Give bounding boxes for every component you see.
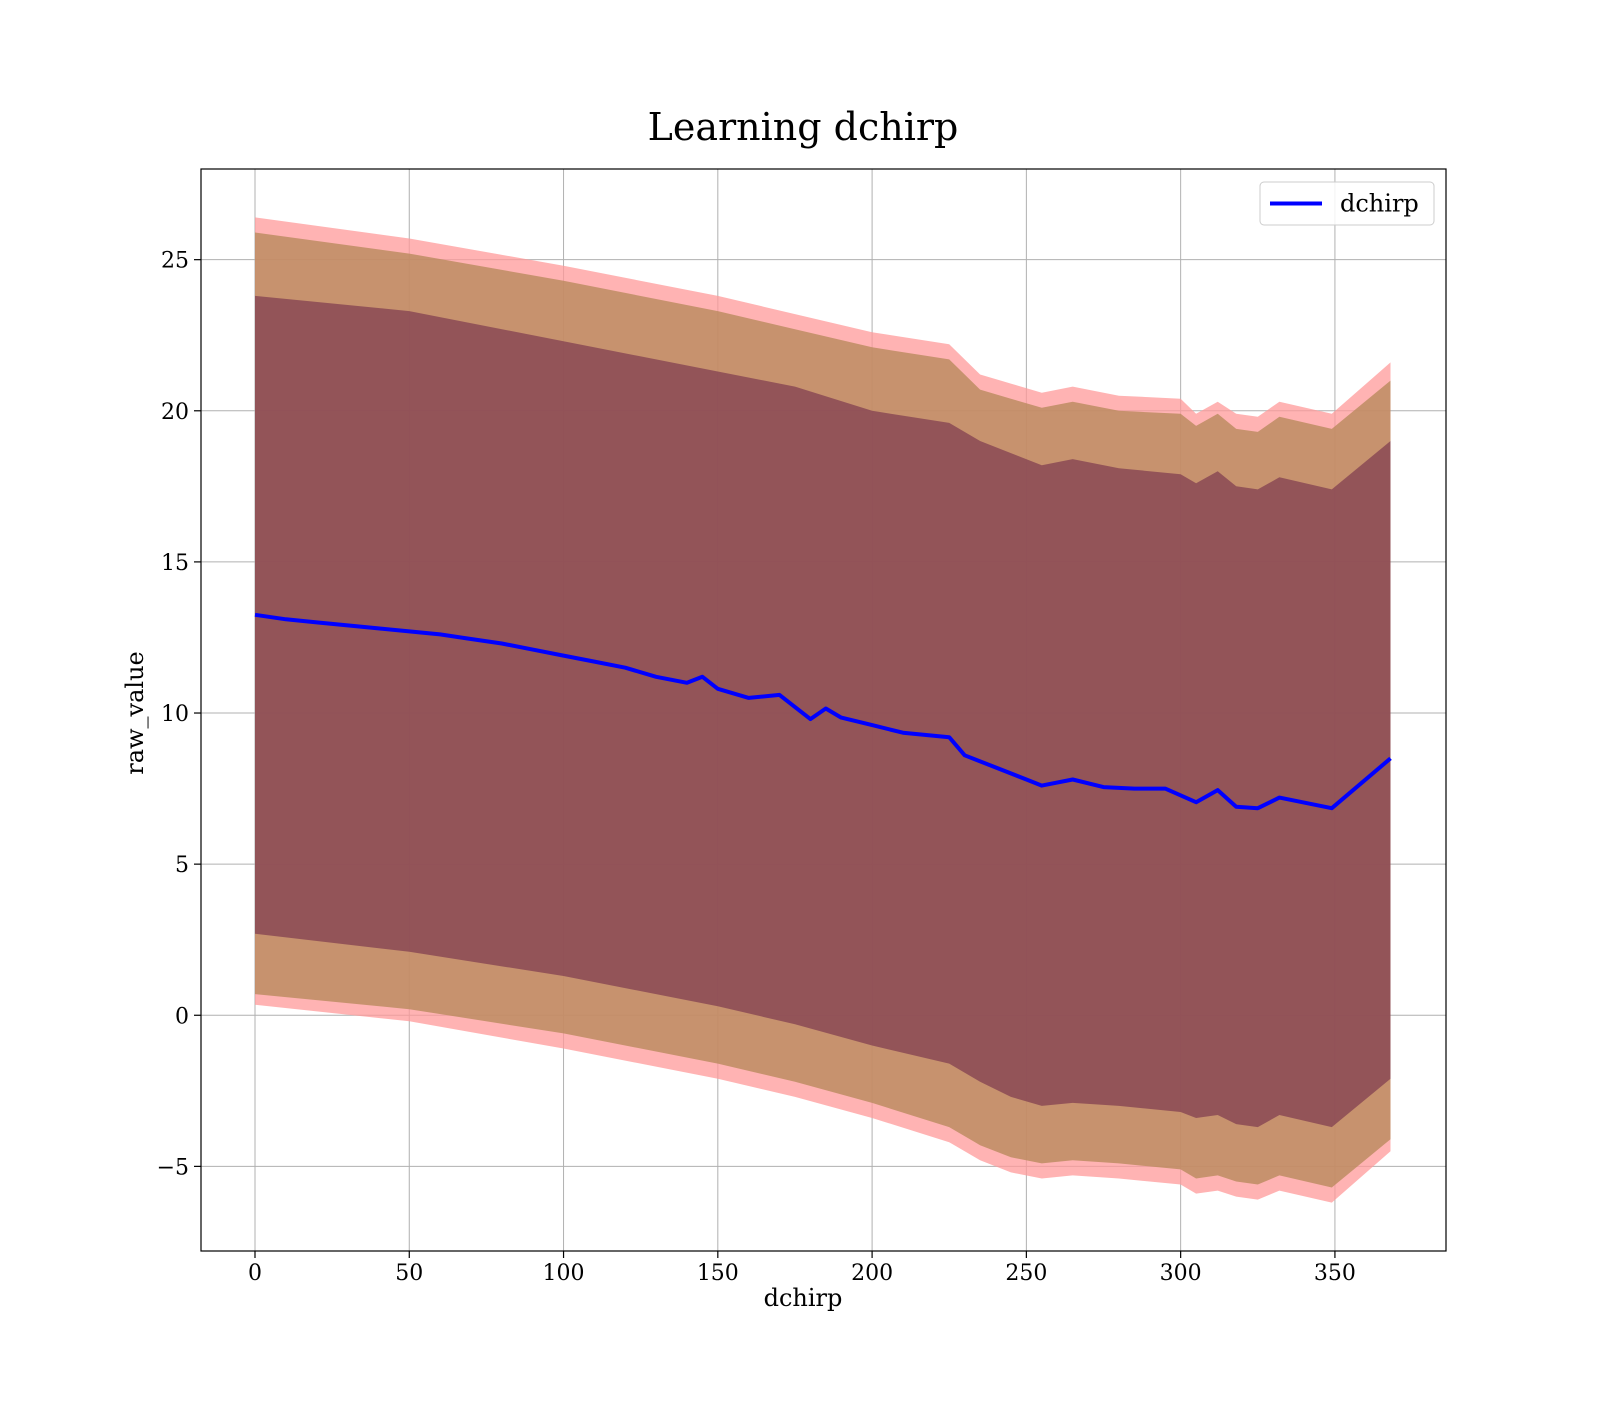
y-tick-label: 0 [175,1004,189,1029]
x-tick-label: 0 [248,1261,262,1286]
x-tick-label: 250 [1005,1261,1047,1286]
axes-frame [200,168,1447,1252]
y-axis-label: raw_value [121,651,149,775]
y-tick-label: −5 [157,1155,189,1180]
y-tick-label: 25 [161,249,189,274]
chart-title: Learning dchirp [648,105,959,149]
series-line-dchirp [254,612,1392,811]
x-tick-label: 350 [1314,1261,1356,1286]
legend-label-dchirp: dchirp [1340,190,1419,218]
x-axis-label: dchirp [764,1284,843,1312]
y-tick-label: 5 [175,853,189,878]
plot-area: 0 50 100 150 200 250 300 350 −5 0 5 10 15 20 25 dchirp [157,168,1447,1286]
y-tick-label: 15 [161,551,189,576]
x-tick-label: 100 [543,1261,585,1286]
y-tick-label: 20 [161,400,189,425]
x-tick-label: 300 [1160,1261,1202,1286]
y-tick-label: 10 [161,702,189,727]
x-tick-label: 50 [395,1261,423,1286]
legend-box [1259,181,1435,226]
x-tick-label: 200 [851,1261,893,1286]
x-tick-label: 150 [697,1261,739,1286]
